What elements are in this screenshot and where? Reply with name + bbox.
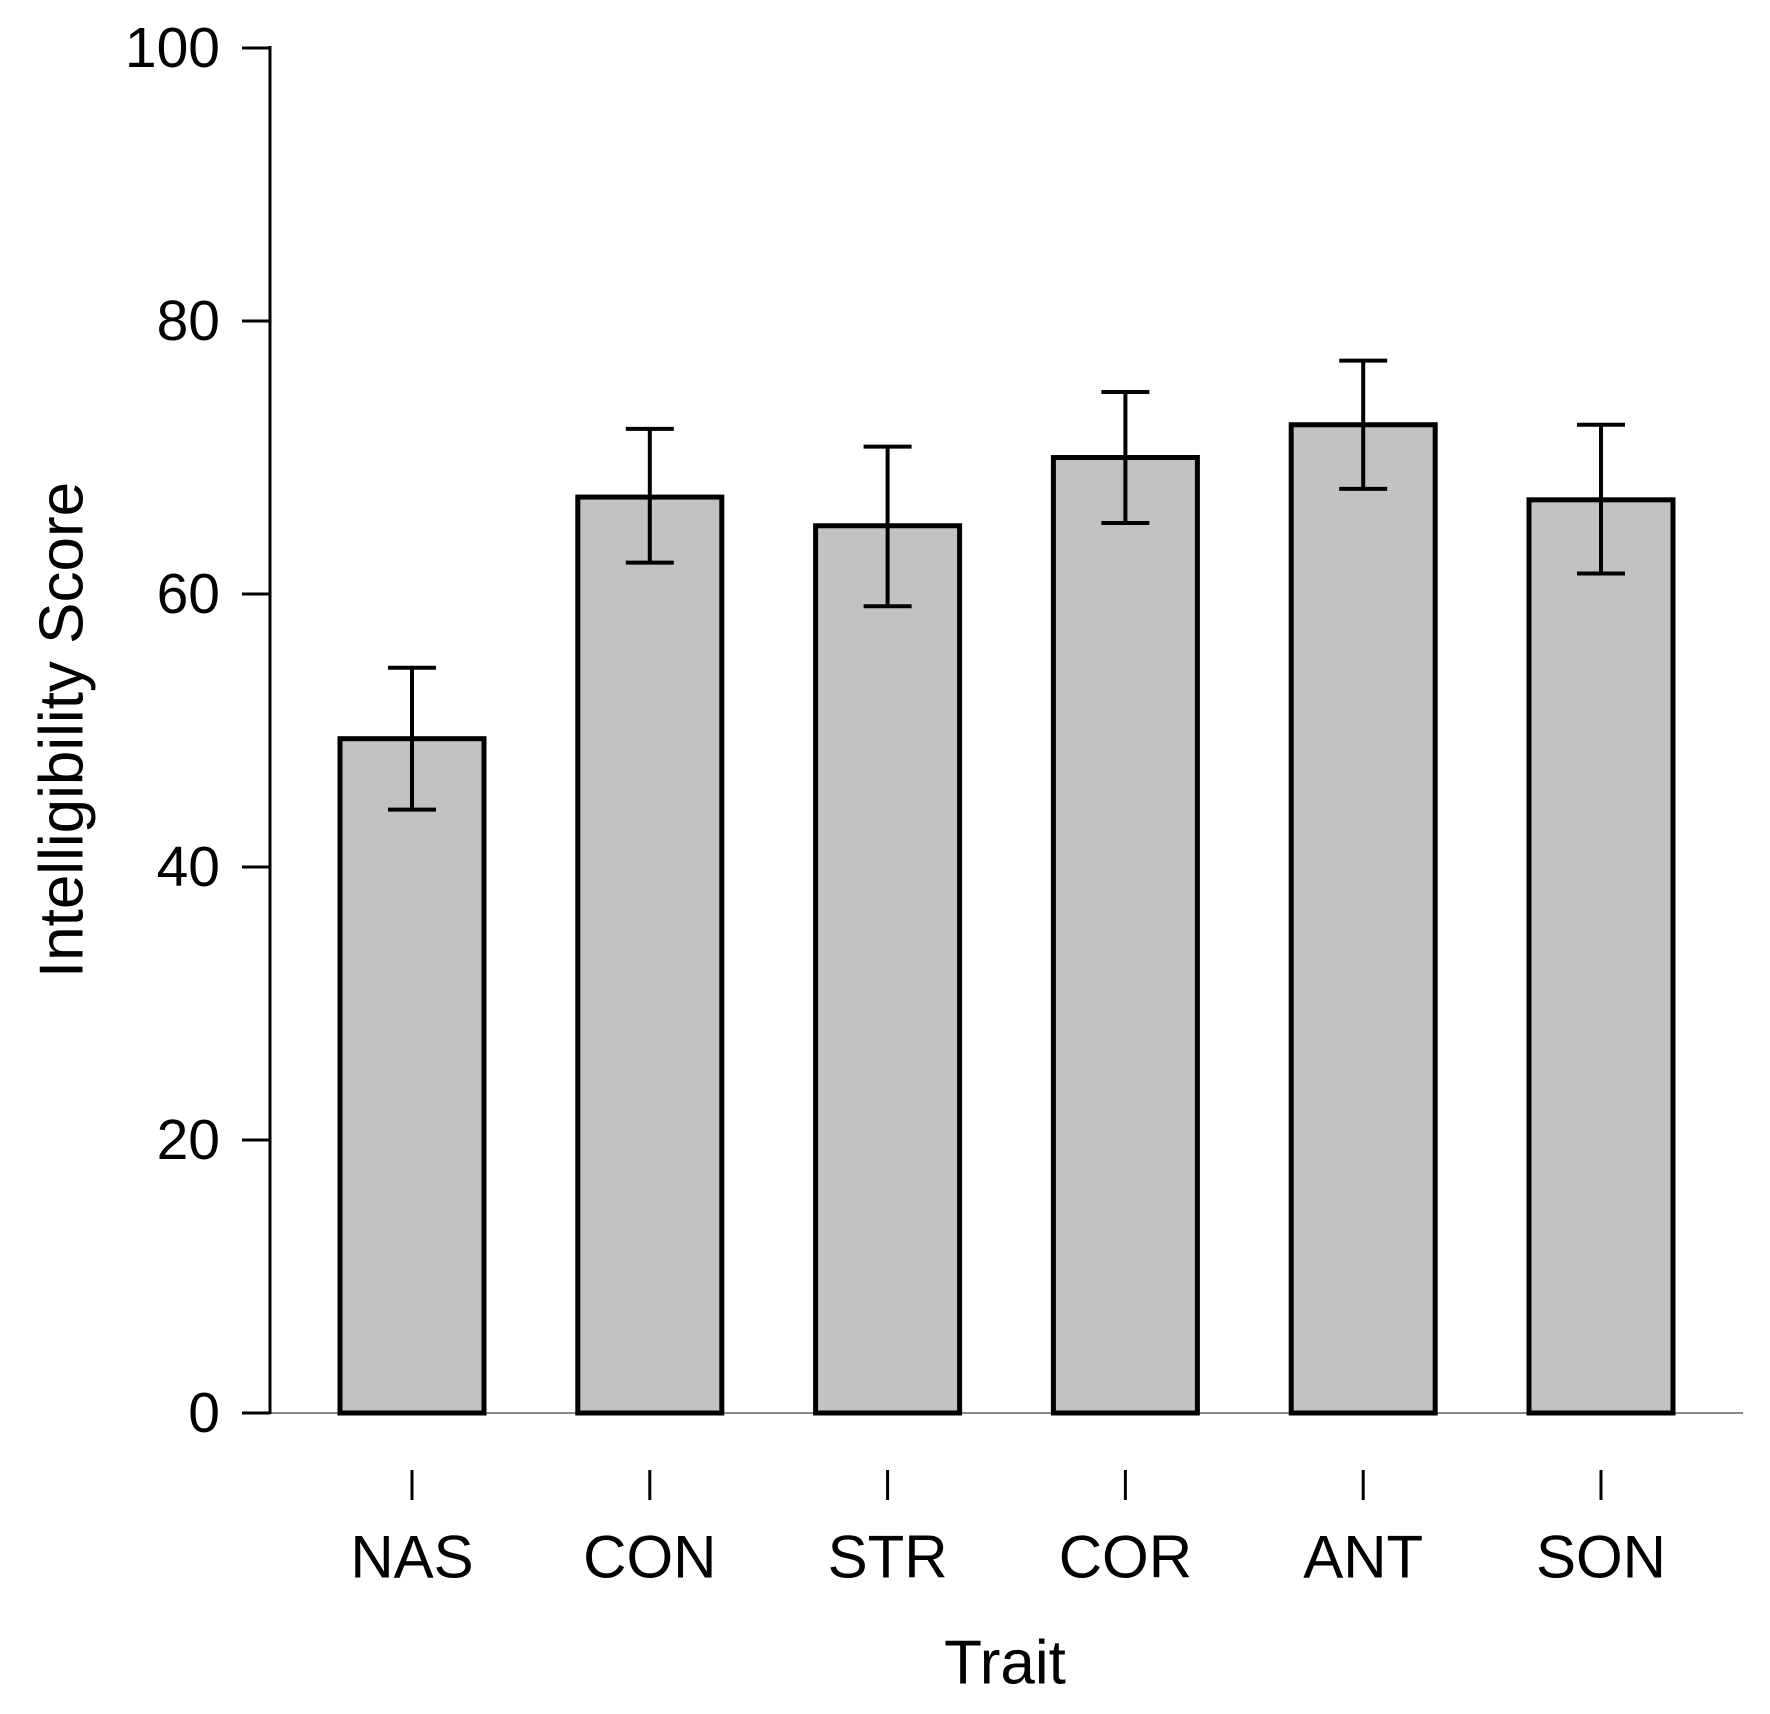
x-tick-label-str: STR bbox=[828, 1524, 948, 1591]
x-axis-title: Trait bbox=[944, 1629, 1066, 1698]
tick-labels-layer: 0 20 40 60 80 100 NAS CON STR COR ANT SON bbox=[125, 16, 1666, 1591]
bar-con bbox=[575, 494, 725, 1416]
errorbar-ant bbox=[1339, 358, 1388, 491]
bar-ant bbox=[1288, 422, 1438, 1416]
errorbars-layer bbox=[388, 358, 1625, 812]
x-tick-label-nas: NAS bbox=[350, 1524, 473, 1591]
bar-son bbox=[1526, 497, 1676, 1416]
y-axis-title: Intelligibility Score bbox=[28, 482, 97, 978]
errorbar-str bbox=[863, 444, 912, 609]
errorbar-son bbox=[1577, 422, 1625, 576]
bar-str bbox=[813, 523, 963, 1416]
y-axis-layer bbox=[242, 46, 272, 1415]
bars-layer bbox=[337, 422, 1676, 1416]
bar-cor bbox=[1050, 455, 1200, 1416]
x-tick-label-con: CON bbox=[583, 1524, 716, 1591]
y-tick-label: 80 bbox=[157, 289, 220, 353]
x-tick-label-cor: COR bbox=[1059, 1524, 1192, 1591]
errorbar-nas bbox=[388, 665, 436, 812]
errorbar-cor bbox=[1101, 389, 1150, 526]
bar-nas bbox=[337, 736, 487, 1416]
x-tick-label-son: SON bbox=[1536, 1524, 1666, 1591]
errorbar-con bbox=[625, 426, 674, 565]
x-ticks-layer bbox=[410, 1470, 1603, 1500]
y-tick-label: 60 bbox=[157, 562, 220, 626]
y-tick-label: 0 bbox=[188, 1381, 220, 1445]
x-tick-label-ant: ANT bbox=[1303, 1524, 1423, 1591]
y-tick-label: 40 bbox=[157, 835, 220, 899]
y-tick-label: 100 bbox=[125, 16, 220, 80]
y-tick-label: 20 bbox=[157, 1108, 220, 1172]
